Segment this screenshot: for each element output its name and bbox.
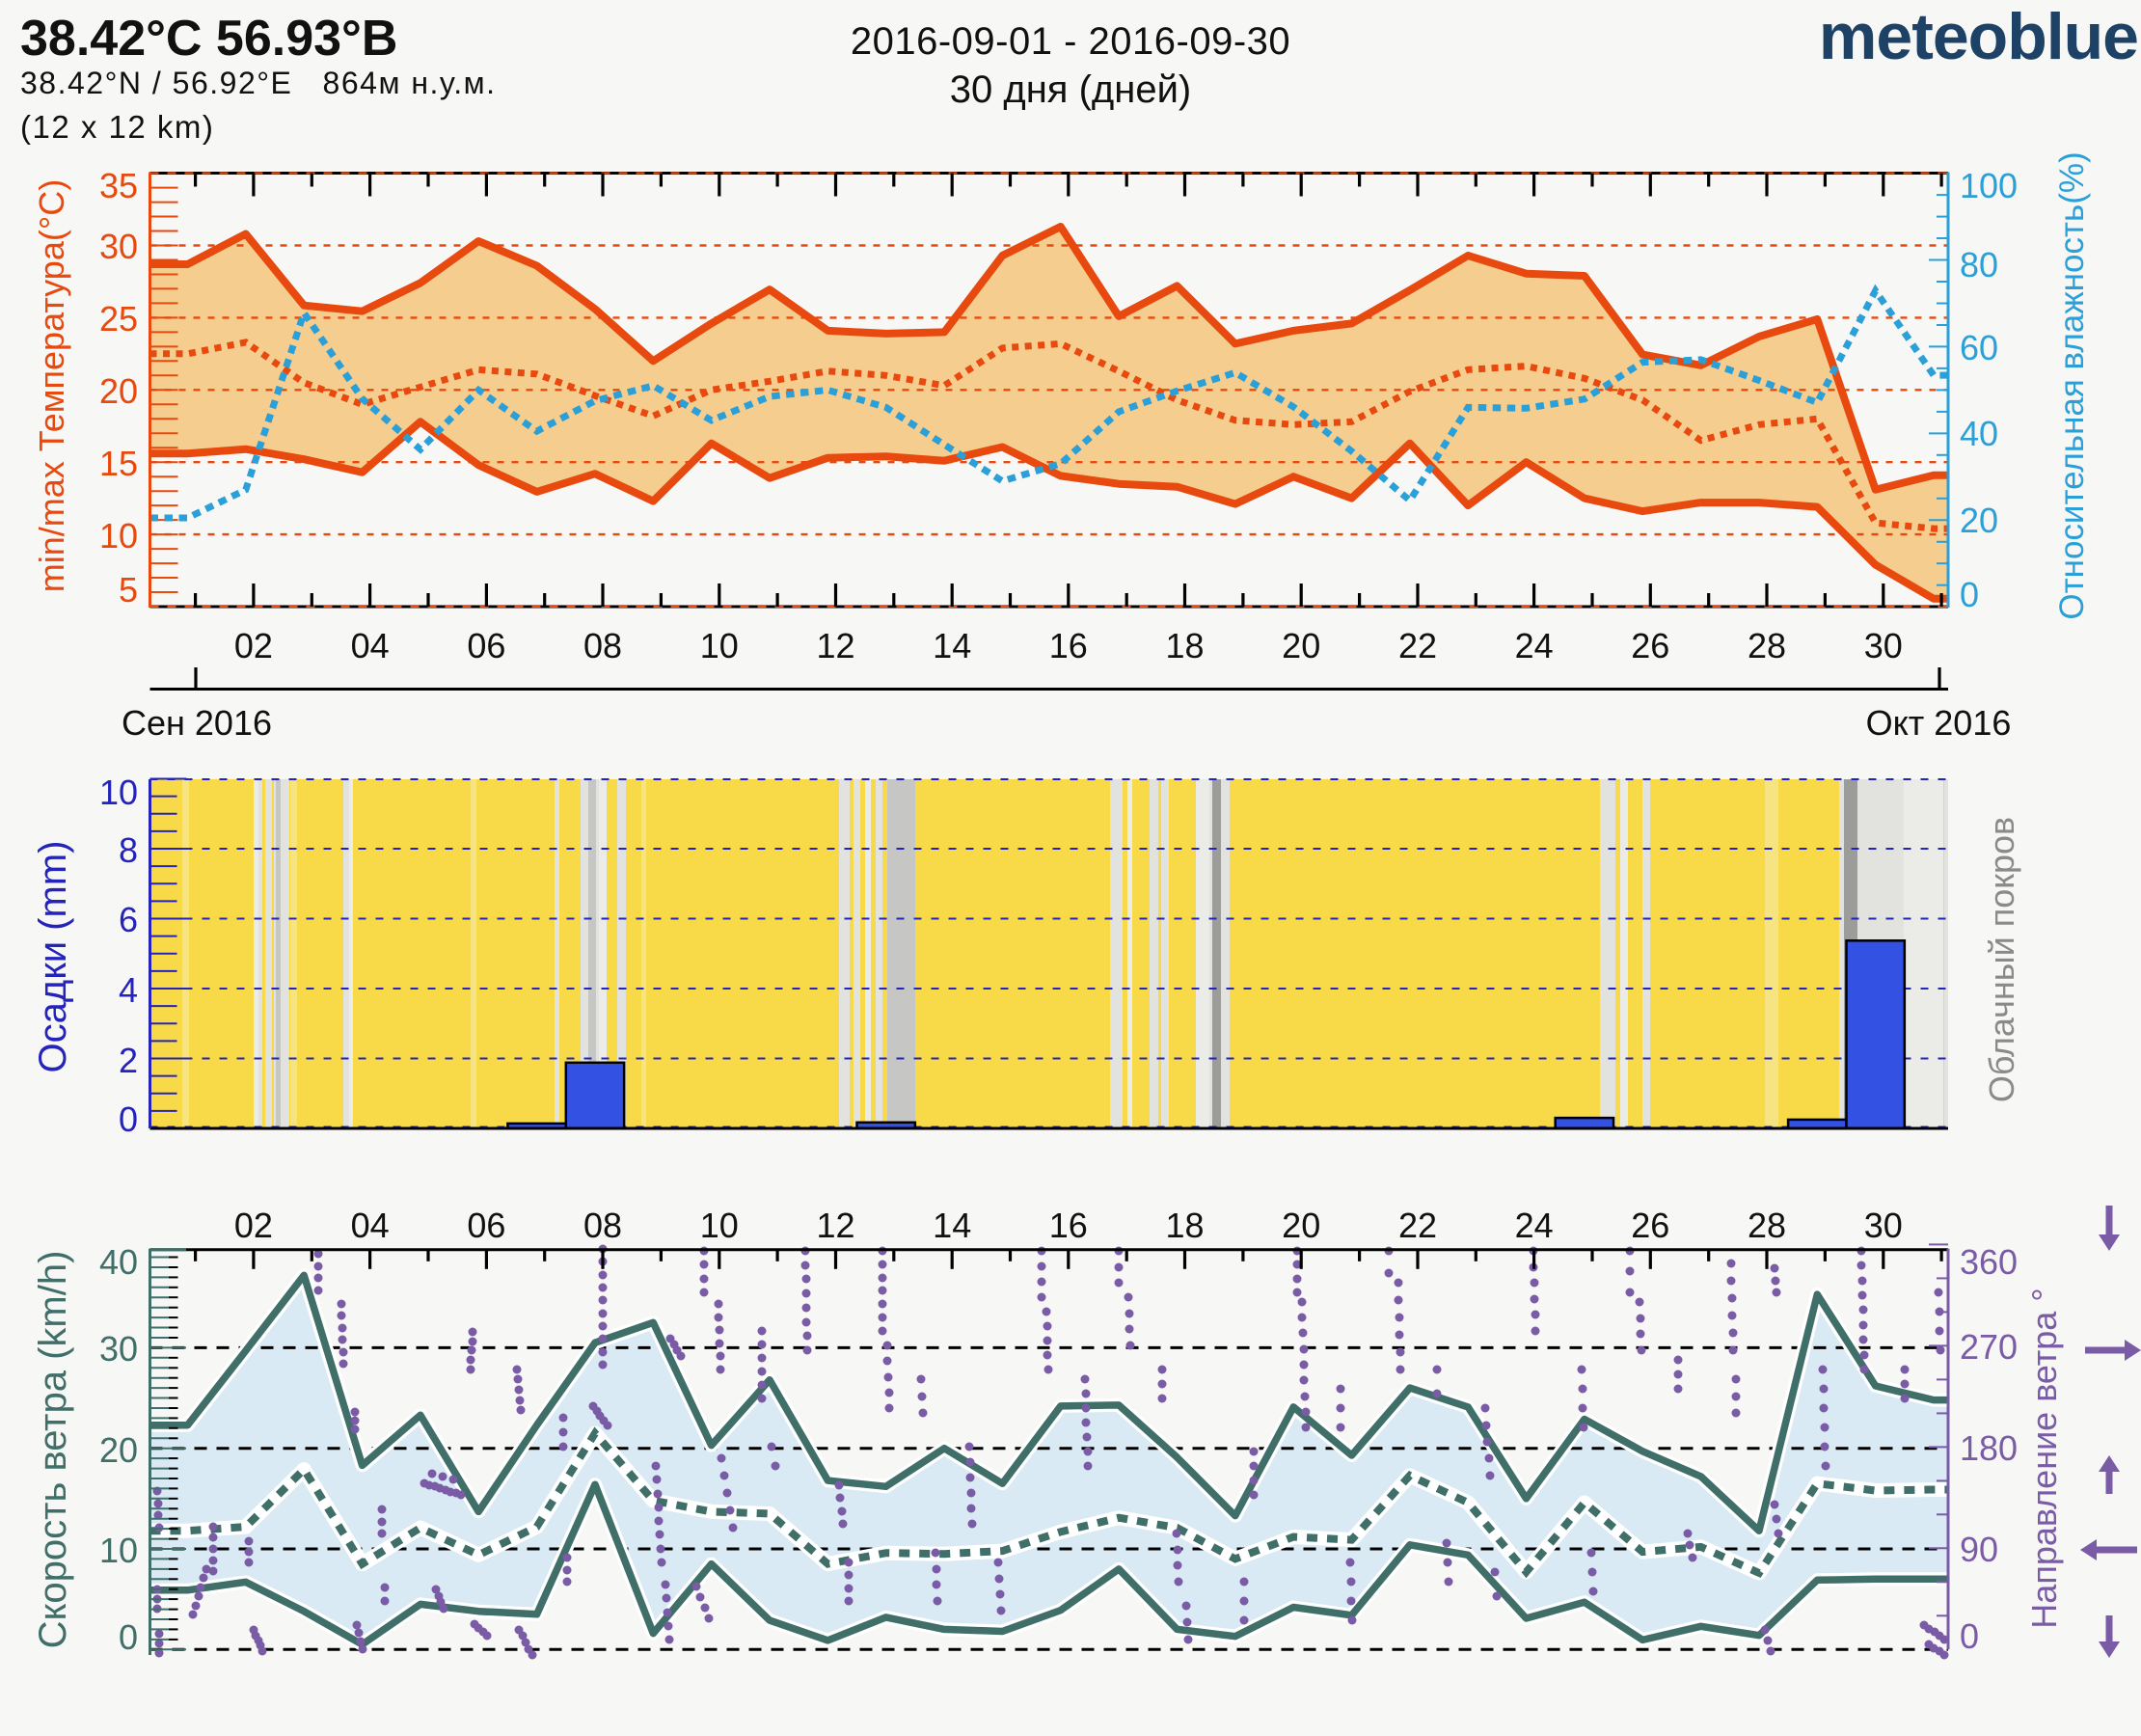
svg-text:22: 22	[1398, 1206, 1437, 1245]
svg-text:5: 5	[119, 570, 138, 610]
svg-text:20: 20	[1282, 626, 1320, 665]
svg-text:0: 0	[119, 1099, 138, 1139]
svg-text:80: 80	[1960, 245, 1998, 285]
svg-text:0: 0	[119, 1617, 138, 1657]
svg-text:min/max Температура(°C): min/max Температура(°C)	[32, 179, 71, 592]
svg-text:14: 14	[933, 1206, 971, 1245]
svg-text:30: 30	[1864, 626, 1903, 665]
svg-text:100: 100	[1960, 166, 2018, 205]
svg-text:30: 30	[1864, 1206, 1903, 1245]
svg-text:26: 26	[1631, 626, 1669, 665]
svg-text:18: 18	[1165, 626, 1204, 665]
svg-text:Сен 2016: Сен 2016	[122, 703, 272, 743]
svg-text:60: 60	[1960, 328, 1998, 367]
svg-text:Осадки (mm): Осадки (mm)	[32, 841, 74, 1073]
svg-text:270: 270	[1960, 1327, 2018, 1367]
svg-text:18: 18	[1165, 1206, 1204, 1245]
svg-text:Облачный покров: Облачный покров	[1982, 817, 2021, 1102]
svg-text:10: 10	[99, 516, 138, 556]
svg-text:10: 10	[700, 1206, 739, 1245]
svg-text:16: 16	[1049, 626, 1088, 665]
svg-text:06: 06	[467, 626, 505, 665]
svg-text:24: 24	[1515, 1206, 1554, 1245]
svg-text:(12 x 12 km): (12 x 12 km)	[20, 109, 214, 145]
svg-text:6: 6	[119, 900, 138, 939]
svg-text:20: 20	[1960, 501, 1998, 540]
svg-text:16: 16	[1049, 1206, 1088, 1245]
svg-text:Окт 2016: Окт 2016	[1866, 703, 2012, 743]
svg-text:40: 40	[99, 1242, 138, 1282]
svg-text:38.42°C 56.93°В: 38.42°C 56.93°В	[20, 11, 397, 67]
svg-text:28: 28	[1748, 626, 1786, 665]
svg-text:15: 15	[99, 444, 138, 483]
svg-text:02: 02	[234, 1206, 273, 1245]
svg-text:0: 0	[1960, 1616, 1979, 1656]
svg-text:Направление ветра °: Направление ветра °	[2024, 1288, 2064, 1628]
svg-text:30: 30	[99, 227, 138, 266]
svg-text:40: 40	[1960, 414, 1998, 453]
svg-text:10: 10	[99, 1531, 138, 1570]
svg-text:20: 20	[99, 1430, 138, 1470]
svg-text:35: 35	[99, 166, 138, 205]
svg-text:22: 22	[1398, 626, 1437, 665]
svg-text:20: 20	[99, 371, 138, 411]
svg-text:0: 0	[1960, 575, 1979, 614]
svg-text:30: 30	[99, 1329, 138, 1369]
svg-text:180: 180	[1960, 1428, 2018, 1468]
svg-text:2: 2	[119, 1041, 138, 1080]
svg-text:12: 12	[816, 626, 854, 665]
svg-text:04: 04	[351, 626, 390, 665]
svg-text:02: 02	[234, 626, 273, 665]
svg-text:10: 10	[700, 626, 739, 665]
svg-text:12: 12	[816, 1206, 854, 1245]
svg-text:meteoblue: meteoblue	[1819, 0, 2138, 73]
svg-text:360: 360	[1960, 1242, 2018, 1282]
svg-text:10: 10	[99, 773, 138, 812]
svg-text:14: 14	[933, 626, 971, 665]
svg-text:38.42°N / 56.92°E 864м н.у.м: 38.42°N / 56.92°E 864м н.у.м.	[20, 66, 496, 100]
svg-text:28: 28	[1748, 1206, 1786, 1245]
svg-text:Скорость ветра (km/h): Скорость ветра (km/h)	[32, 1251, 74, 1649]
svg-text:4: 4	[119, 970, 138, 1010]
svg-text:26: 26	[1631, 1206, 1669, 1245]
svg-text:Относительная влажность(%): Относительная влажность(%)	[2053, 151, 2091, 619]
svg-text:06: 06	[467, 1206, 505, 1245]
svg-text:08: 08	[583, 1206, 622, 1245]
svg-text:24: 24	[1515, 626, 1554, 665]
svg-text:90: 90	[1960, 1530, 1998, 1569]
svg-text:2016-09-01 - 2016-09-30: 2016-09-01 - 2016-09-30	[851, 20, 1290, 63]
svg-text:20: 20	[1282, 1206, 1320, 1245]
svg-text:04: 04	[351, 1206, 390, 1245]
svg-text:25: 25	[99, 299, 138, 339]
svg-text:8: 8	[119, 830, 138, 870]
svg-text:30 дня (дней): 30 дня (дней)	[950, 68, 1191, 111]
svg-text:08: 08	[583, 626, 622, 665]
